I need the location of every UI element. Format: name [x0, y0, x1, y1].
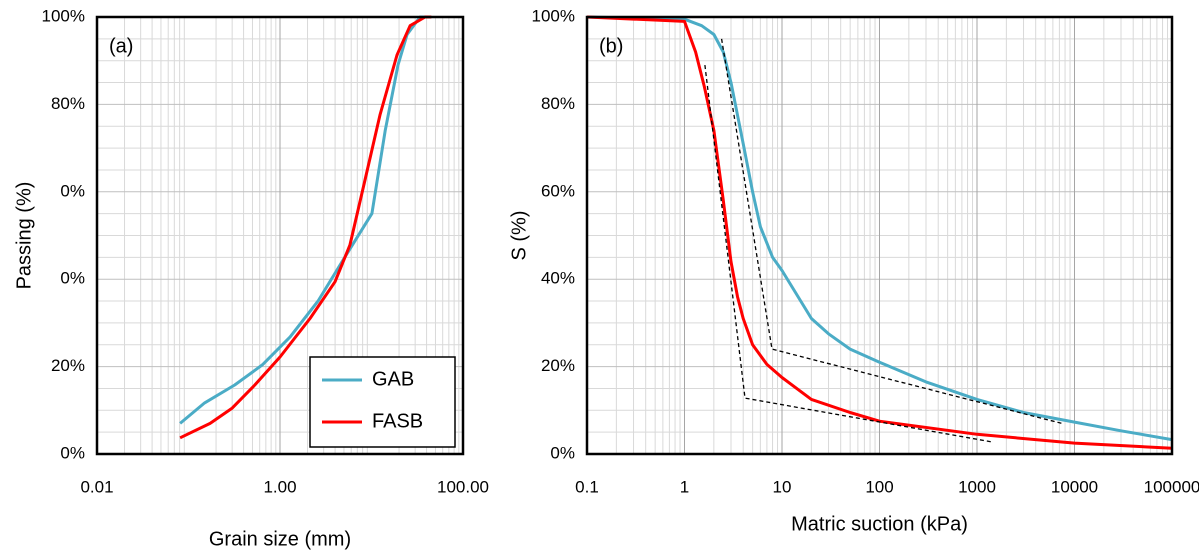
x-tick-label: 10000 [1051, 477, 1098, 496]
y-tick-label: 0% [60, 269, 85, 288]
y-axis-label: S (%) [508, 211, 530, 261]
y-tick-label: 100% [42, 6, 85, 25]
data-line [587, 15, 1172, 450]
x-tick-label: 0.01 [80, 477, 113, 496]
x-tick-label: 0.1 [575, 477, 599, 496]
annotation: (a) [109, 35, 133, 57]
y-tick-label: 80% [51, 94, 85, 113]
x-axis-label: Matric suction (kPa) [791, 513, 968, 535]
y-tick-label: 20% [51, 356, 85, 375]
x-tick-label: 1.00 [263, 477, 296, 496]
fit-line [704, 65, 992, 443]
y-tick-label: 60% [541, 181, 575, 200]
y-tick-label: 0% [550, 443, 575, 462]
y-tick-label: 0% [60, 181, 85, 200]
x-tick-label: 100.00 [437, 477, 489, 496]
x-tick-label: 100 [865, 477, 893, 496]
y-tick-label: 0% [60, 443, 85, 462]
plot-border [95, 15, 465, 456]
y-tick-label: 40% [541, 269, 575, 288]
y-tick-label: 100% [532, 6, 575, 25]
y-tick-label: 80% [541, 94, 575, 113]
fit-line [720, 38, 1062, 425]
y-axis-label: Passing (%) [13, 182, 35, 290]
x-tick-label: 100000 [1144, 477, 1199, 496]
legend-label: FASB [372, 410, 423, 432]
x-tick-label: 1 [680, 477, 689, 496]
annotation: (b) [599, 35, 623, 57]
legend-label: GAB [372, 368, 414, 390]
data-line [179, 15, 432, 440]
x-tick-label: 10 [773, 477, 792, 496]
x-tick-label: 1000 [958, 477, 996, 496]
x-axis-label: Grain size (mm) [209, 528, 351, 550]
y-tick-label: 20% [541, 356, 575, 375]
legend-box [309, 356, 456, 448]
plot-border [585, 15, 1174, 456]
data-line [587, 15, 1172, 442]
